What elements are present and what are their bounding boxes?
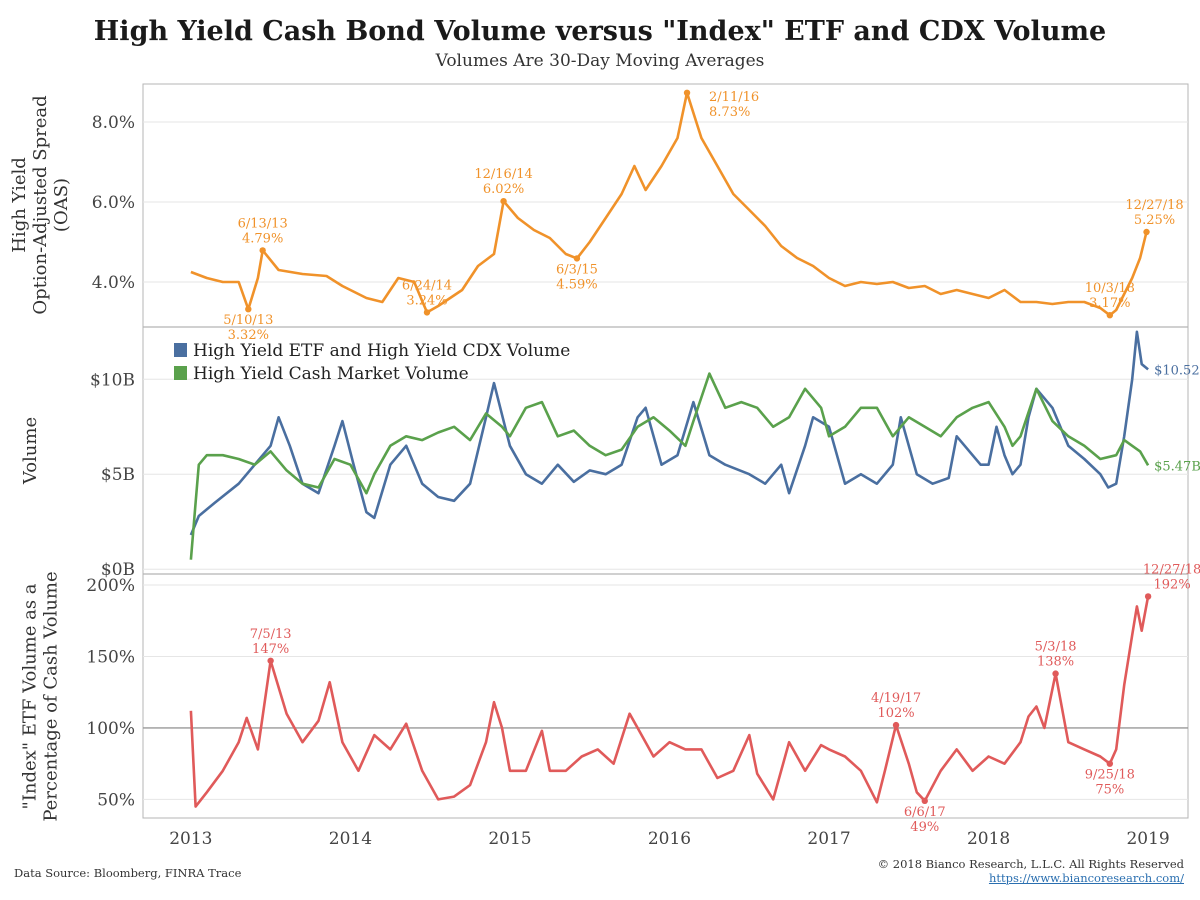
annotation-date: 2/11/16 [709,90,759,105]
legend-swatch [174,343,187,357]
website-link[interactable]: https://www.biancoresearch.com/ [988,871,1184,885]
annotation-marker [683,89,691,97]
y-axis-label: Volume [20,417,41,485]
y-tick-label: $0B [101,560,135,580]
y-axis-label: High Yield [9,157,30,253]
x-tick-label: 2015 [488,829,531,849]
x-tick-label: 2019 [1126,829,1169,849]
y-axis-label: Option-Adjusted Spread [30,95,51,314]
y-axis-label: "Index" ETF Volume as a [20,583,41,809]
annotation-marker [267,657,274,664]
annotation-marker [423,309,431,316]
annotation-value: 49% [910,820,939,835]
y-tick-label: $10B [90,370,135,390]
y-axis-label: Percentage of Cash Volume [41,571,62,821]
annotation-value: 6.02% [483,182,524,197]
annotation-date: 12/27/18 [1143,562,1200,577]
annotation-value: 192% [1154,577,1191,592]
annotation-marker [245,306,252,313]
annotation-date: 12/16/14 [474,167,532,182]
annotation-marker [500,198,507,205]
series-end-label: $10.52B [1154,363,1200,378]
annotation-marker [1143,228,1150,236]
annotation-value: 5.25% [1134,213,1175,228]
chart-title: High Yield Cash Bond Volume versus "Inde… [93,16,1107,47]
annotation-marker [259,247,266,254]
annotation-marker [1144,593,1152,600]
annotation-value: 3.24% [406,293,447,308]
x-tick-label: 2018 [967,829,1010,849]
legend-entry: High Yield ETF and High Yield CDX Volume [193,341,570,361]
annotation-date: 9/25/18 [1085,768,1135,783]
data-source: Data Source: Bloomberg, FINRA Trace [14,866,242,880]
y-tick-label: 4.0% [92,273,135,293]
annotation-date: 6/13/13 [238,216,288,231]
annotation-date: 5/10/13 [223,313,273,328]
y-tick-label: 100% [86,719,135,739]
y-tick-label: $5B [101,465,135,485]
x-tick-label: 2014 [329,829,372,849]
plot-frame [142,83,1189,819]
annotation-value: 8.73% [709,105,750,120]
annotation-date: 6/3/15 [556,262,598,277]
annotation-date: 4/19/17 [871,691,921,706]
y-tick-label: 150% [86,647,135,667]
y-tick-label: 8.0% [92,113,135,133]
annotation-marker [1052,670,1059,677]
y-tick-label: 50% [97,790,135,810]
series-end-label: $5.47B [1154,459,1200,474]
legend-entry: High Yield Cash Market Volume [193,364,469,384]
annotation-marker [892,721,900,729]
x-tick-label: 2013 [169,829,212,849]
annotation-value: 75% [1095,783,1124,798]
annotation-value: 4.79% [242,231,283,246]
annotation-marker [921,797,928,805]
chart-subtitle: Volumes Are 30-Day Moving Averages [435,51,765,71]
annotation-date: 10/3/18 [1085,281,1135,296]
annotation-date: 6/6/17 [904,805,946,820]
x-tick-label: 2017 [807,829,850,849]
y-tick-label: 200% [86,576,135,596]
annotation-value: 3.17% [1089,296,1130,311]
annotation-date: 12/27/18 [1125,198,1183,213]
annotation-value: 4.59% [556,277,597,292]
annotation-value: 147% [252,642,289,657]
y-axis-label: (OAS) [51,178,72,232]
series-line [189,372,1150,560]
annotation-date: 7/5/13 [250,627,292,642]
copyright-notice: © 2018 Bianco Research, L.L.C. All Right… [877,857,1184,871]
annotation-date: 5/3/18 [1035,640,1077,655]
x-tick-label: 2016 [648,829,691,849]
annotation-marker [1106,760,1114,767]
series-line [189,330,1149,536]
annotation-value: 138% [1037,655,1074,670]
series-line [190,91,1148,317]
annotation-value: 3.32% [228,328,269,343]
series-line [189,596,1150,808]
annotation-value: 102% [877,706,914,721]
annotation-marker [573,255,581,262]
annotation-marker [1106,312,1114,319]
y-tick-label: 6.0% [92,193,135,213]
annotation-date: 6/24/14 [402,278,452,293]
legend-swatch [174,366,187,380]
